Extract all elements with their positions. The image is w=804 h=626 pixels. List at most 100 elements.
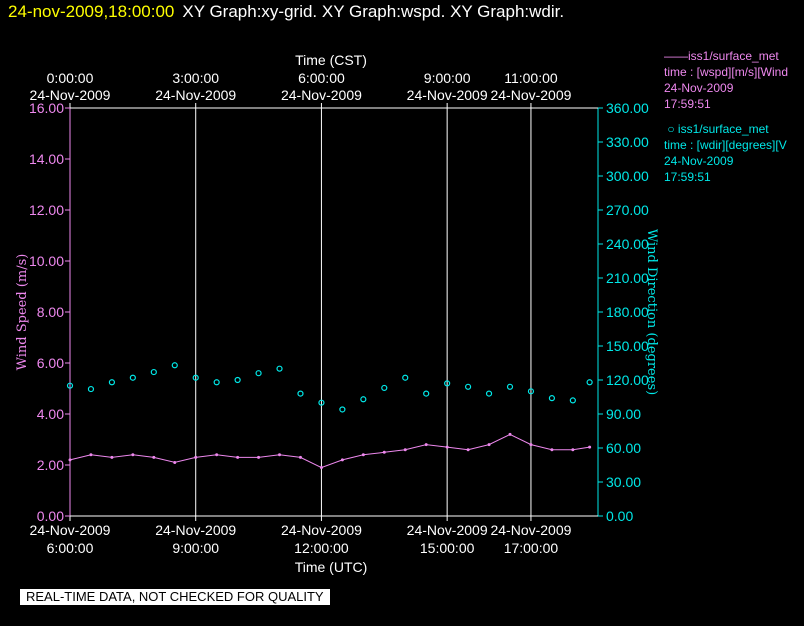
wind-direction-marker	[381, 384, 388, 392]
wind-speed-point	[571, 448, 575, 452]
top-tick-time-label: 3:00:00	[172, 70, 219, 86]
y-right-tick-label: 150.00	[606, 338, 649, 354]
wind-direction-marker	[150, 368, 157, 376]
wind-direction-marker	[108, 379, 116, 386]
wind-speed-point	[152, 455, 156, 459]
top-tick-date-label: 24-Nov-2009	[490, 87, 571, 103]
legend-direction-time: 17:59:51	[664, 170, 711, 184]
y-left-tick-label: 6.00	[37, 355, 64, 371]
wind-direction-marker	[360, 396, 367, 403]
wind-speed-point	[403, 448, 407, 452]
wind-direction-marker	[402, 374, 409, 381]
right-axis-title: Wind Direction (degrees)	[644, 229, 659, 395]
legend-speed-date: 24-Nov-2009	[664, 81, 734, 95]
legend-speed: ——iss1/surface_met time : [wspd][m/s][Wi…	[664, 48, 804, 112]
top-tick-date-label: 24-Nov-2009	[407, 87, 488, 103]
wind-direction-marker	[527, 388, 535, 395]
x-tick-time-label: 6:00:00	[47, 540, 94, 556]
header-graph-list: XY Graph:xy-grid. XY Graph:wspd. XY Grap…	[182, 2, 565, 21]
header-timestamp: 24-nov-2009,18:00:00	[8, 2, 175, 21]
wind-speed-point	[550, 448, 554, 452]
x-tick-time-label: 9:00:00	[172, 540, 219, 556]
y-right-tick-label: 180.00	[606, 304, 649, 320]
wind-direction-marker	[66, 382, 74, 389]
top-axis-title: Time (CST)	[295, 52, 367, 68]
wind-speed-point	[236, 455, 240, 459]
wind-speed-point	[382, 450, 386, 454]
wind-direction-marker	[423, 390, 430, 397]
wind-direction-marker	[276, 365, 283, 372]
wind-direction-marker	[234, 376, 241, 384]
wind-speed-point	[487, 443, 491, 447]
wind-direction-marker	[213, 379, 220, 386]
legend-marker-swatch: ○	[664, 122, 678, 136]
chart-header: 24-nov-2009,18:00:00 XY Graph:xy-grid. XY…	[8, 2, 564, 22]
wind-direction-marker	[464, 383, 472, 390]
x-tick-time-label: 17:00:00	[504, 540, 559, 556]
y-right-tick-label: 0.00	[606, 508, 633, 524]
legend-speed-variable: time : [wspd][m/s][Wind	[664, 65, 789, 79]
wind-speed-point	[588, 445, 592, 449]
y-right-tick-label: 240.00	[606, 236, 649, 252]
wind-speed-point	[68, 458, 72, 462]
top-tick-date-label: 24-Nov-2009	[281, 87, 362, 103]
wind-speed-point	[319, 466, 323, 470]
top-tick-time-label: 0:00:00	[47, 70, 94, 86]
legend-speed-title: ——iss1/surface_met	[664, 48, 804, 64]
y-right-tick-label: 210.00	[606, 270, 649, 286]
bottom-axis-title: Time (UTC)	[295, 559, 368, 575]
wind-speed-point	[215, 453, 219, 457]
y-right-tick-label: 330.00	[606, 134, 649, 150]
x-tick-date-label: 24-Nov-2009	[281, 522, 362, 538]
y-left-tick-label: 2.00	[37, 457, 64, 473]
x-tick-time-label: 15:00:00	[420, 540, 475, 556]
y-right-tick-label: 30.00	[606, 474, 641, 490]
y-left-tick-label: 10.00	[29, 253, 64, 269]
quality-notice: REAL-TIME DATA, NOT CHECKED FOR QUALITY	[20, 589, 330, 605]
wind-direction-marker	[569, 397, 576, 404]
x-tick-date-label: 24-Nov-2009	[490, 522, 571, 538]
wind-speed-series-line	[69, 433, 590, 469]
wind-direction-marker	[339, 406, 346, 413]
legend-direction-name: iss1/surface_met	[677, 122, 769, 136]
legend-speed-time: 17:59:51	[664, 97, 711, 111]
wind-speed-point	[110, 455, 114, 459]
wind-direction-marker	[444, 380, 451, 387]
y-right-tick-label: 270.00	[606, 202, 649, 218]
y-right-tick-label: 60.00	[606, 440, 641, 456]
wind-speed-point	[340, 458, 344, 462]
top-tick-time-label: 11:00:00	[504, 70, 558, 86]
legend-direction-title: ○ iss1/surface_met	[664, 121, 804, 137]
wind-direction-marker	[255, 370, 262, 377]
legend-speed-name: iss1/surface_met	[688, 49, 779, 63]
top-tick-date-label: 24-Nov-2009	[30, 87, 111, 103]
x-tick-time-label: 12:00:00	[294, 540, 349, 556]
left-axis-title: Wind Speed (m/s)	[15, 254, 30, 371]
wind-speed-point	[278, 453, 282, 457]
wind-direction-marker	[171, 362, 178, 369]
y-right-tick-label: 90.00	[606, 406, 641, 422]
wind-speed-point	[173, 460, 177, 464]
legend-line-swatch: ——	[664, 49, 688, 63]
x-tick-date-label: 24-Nov-2009	[155, 522, 236, 538]
wind-speed-point	[194, 455, 198, 459]
y-right-tick-label: 120.00	[606, 372, 649, 388]
wind-direction-marker	[297, 390, 304, 397]
legend-direction-date: 24-Nov-2009	[664, 154, 734, 168]
wind-speed-point	[508, 432, 512, 436]
wind-speed-point	[361, 453, 365, 457]
y-left-tick-label: 16.00	[29, 100, 64, 116]
legend-direction: ○ iss1/surface_met time : [wdir][degrees…	[664, 121, 804, 185]
top-tick-time-label: 9:00:00	[424, 70, 471, 86]
wind-direction-marker	[506, 383, 514, 390]
wind-direction-marker	[485, 390, 493, 397]
wind-speed-point	[257, 455, 261, 459]
wind-direction-marker	[548, 395, 556, 402]
wind-speed-point	[445, 445, 449, 449]
y-left-tick-label: 4.00	[37, 406, 64, 422]
wind-speed-point	[298, 455, 302, 459]
legend-direction-variable: time : [wdir][degrees][V	[664, 138, 787, 152]
wind-direction-marker	[87, 385, 95, 393]
wind-direction-marker	[129, 374, 136, 381]
wind-direction-marker	[192, 374, 199, 381]
